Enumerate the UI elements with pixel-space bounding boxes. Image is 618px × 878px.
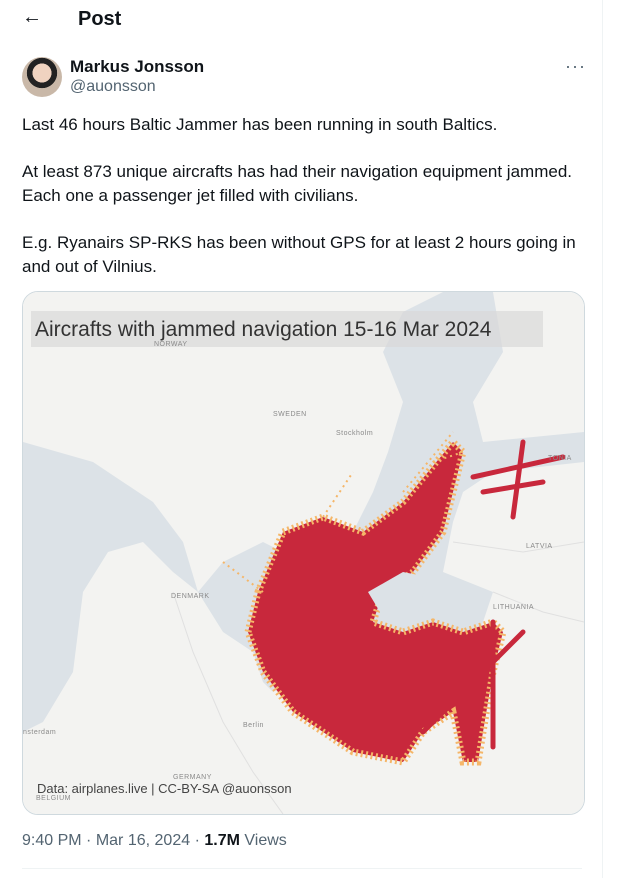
divider <box>602 0 603 878</box>
paragraph: E.g. Ryanairs SP-RKS has been without GP… <box>22 233 576 276</box>
place-label: LITHUANIA <box>493 604 534 611</box>
place-label: DENMARK <box>171 593 210 600</box>
views-count: 1.7M <box>204 832 240 849</box>
place-label: SWEDEN <box>273 411 307 418</box>
more-button[interactable]: ··· <box>565 56 586 76</box>
separator: · <box>86 832 92 849</box>
place-label: Stockholm <box>336 430 373 437</box>
post-meta: 9:40 PM · Mar 16, 2024 · 1.7M Views <box>22 832 287 850</box>
paragraph: Last 46 hours Baltic Jammer has been run… <box>22 115 498 134</box>
image-title: Aircrafts with jammed navigation 15-16 M… <box>35 318 492 341</box>
author-name[interactable]: Markus Jonsson <box>70 57 205 76</box>
place-label: nsterdam <box>23 729 56 736</box>
back-button[interactable]: ← <box>22 6 42 28</box>
avatar[interactable] <box>22 57 62 97</box>
post-text: Last 46 hours Baltic Jammer has been run… <box>22 113 582 302</box>
divider <box>22 868 582 869</box>
paragraph: At least 873 unique aircrafts has had th… <box>22 162 572 205</box>
place-label: TONIA <box>548 455 572 462</box>
place-label: Berlin <box>243 722 264 729</box>
time[interactable]: 9:40 PM <box>22 832 82 849</box>
place-label: GERMANY <box>173 774 212 781</box>
date[interactable]: Mar 16, 2024 <box>95 832 191 849</box>
place-label: NORWAY <box>154 341 188 348</box>
separator: · <box>194 832 200 849</box>
views-label: Views <box>244 832 287 849</box>
place-label: LATVIA <box>526 543 553 550</box>
header-title: Post <box>78 8 122 30</box>
map: Aircrafts with jammed navigation 15-16 M… <box>23 292 584 814</box>
author-handle[interactable]: @auonsson <box>70 78 156 95</box>
image-credit: Data: airplanes.live | CC-BY-SA @auonsso… <box>37 781 292 796</box>
post-image[interactable]: Aircrafts with jammed navigation 15-16 M… <box>22 291 585 815</box>
place-label: BELGIUM <box>36 795 71 802</box>
